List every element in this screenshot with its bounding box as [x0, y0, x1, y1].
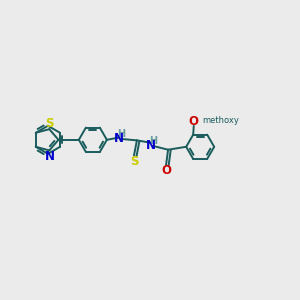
Text: N: N [45, 150, 55, 163]
Text: N: N [113, 131, 124, 145]
Text: H: H [149, 136, 158, 146]
Text: O: O [161, 164, 171, 177]
Text: H: H [117, 129, 125, 139]
Text: N: N [146, 139, 156, 152]
Text: S: S [130, 154, 138, 168]
Text: O: O [188, 115, 198, 128]
Text: methoxy: methoxy [202, 116, 239, 125]
Text: S: S [45, 117, 54, 130]
